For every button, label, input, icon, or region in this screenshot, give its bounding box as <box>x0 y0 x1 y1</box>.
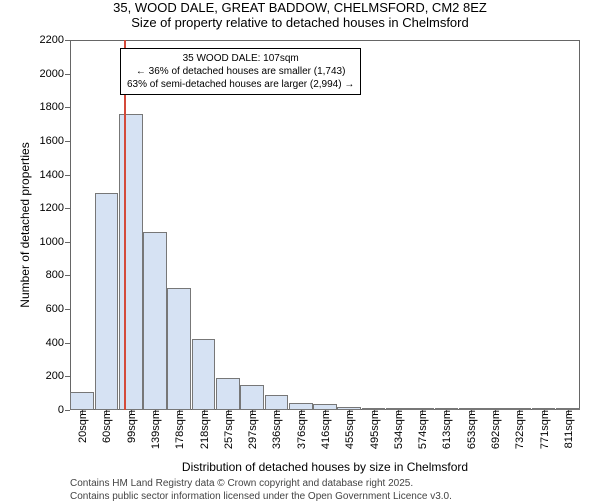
histogram-bar <box>289 403 313 410</box>
footer-line1: Contains HM Land Registry data © Crown c… <box>70 478 452 491</box>
x-tick-label: 455sqm <box>342 410 356 449</box>
x-tick-label: 732sqm <box>512 410 526 449</box>
annotation-line3: 63% of semi-detached houses are larger (… <box>127 78 354 91</box>
x-tick-label: 653sqm <box>464 410 478 449</box>
y-tick-label: 1000 <box>40 236 70 248</box>
y-tick-label: 1200 <box>40 202 70 214</box>
x-tick-label: 416sqm <box>318 410 332 449</box>
y-tick-label: 2000 <box>40 68 70 80</box>
x-tick-label: 692sqm <box>488 410 502 449</box>
annotation-box: 35 WOOD DALE: 107sqm← 36% of detached ho… <box>120 48 361 95</box>
x-tick-label: 534sqm <box>391 410 405 449</box>
chart-title-line2: Size of property relative to detached ho… <box>0 15 600 30</box>
y-tick-label: 0 <box>58 404 70 416</box>
x-tick-label: 139sqm <box>148 410 162 449</box>
x-tick-label: 218sqm <box>197 410 211 449</box>
histogram-bar <box>95 193 119 410</box>
histogram-bar <box>216 378 240 410</box>
x-tick-label: 20sqm <box>75 410 89 443</box>
x-tick-label: 60sqm <box>99 410 113 443</box>
x-tick-label: 178sqm <box>172 410 186 449</box>
x-tick-label: 376sqm <box>294 410 308 449</box>
x-tick-label: 99sqm <box>124 410 138 443</box>
x-tick-label: 771sqm <box>537 410 551 449</box>
histogram-bar <box>119 114 143 410</box>
histogram-bar <box>70 392 94 411</box>
annotation-line1: 35 WOOD DALE: 107sqm <box>127 52 354 65</box>
y-tick-label: 1400 <box>40 169 70 181</box>
chart-title-line1: 35, WOOD DALE, GREAT BADDOW, CHELMSFORD,… <box>0 0 600 15</box>
chart-container: 35, WOOD DALE, GREAT BADDOW, CHELMSFORD,… <box>0 0 600 500</box>
x-tick-label: 336sqm <box>269 410 283 449</box>
x-tick-label: 613sqm <box>439 410 453 449</box>
x-tick-label: 495sqm <box>367 410 381 449</box>
footer-attribution: Contains HM Land Registry data © Crown c… <box>70 478 452 503</box>
histogram-bar <box>240 385 264 410</box>
plot-area: 0200400600800100012001400160018002000220… <box>70 40 580 410</box>
x-tick-label: 257sqm <box>221 410 235 449</box>
x-axis-label: Distribution of detached houses by size … <box>70 460 580 474</box>
histogram-bar <box>192 339 216 410</box>
x-tick-label: 574sqm <box>415 410 429 449</box>
y-axis-label: Number of detached properties <box>18 40 32 410</box>
y-tick-label: 2200 <box>40 34 70 46</box>
annotation-line2: ← 36% of detached houses are smaller (1,… <box>127 65 354 78</box>
x-tick-label: 297sqm <box>245 410 259 449</box>
histogram-bar <box>265 395 289 410</box>
x-tick-label: 811sqm <box>561 410 575 448</box>
y-tick-label: 600 <box>46 303 70 315</box>
histogram-bar <box>143 232 167 410</box>
y-tick-label: 400 <box>46 337 70 349</box>
y-tick-label: 1800 <box>40 101 70 113</box>
y-tick-label: 800 <box>46 269 70 281</box>
property-marker-line <box>124 40 126 410</box>
footer-line2: Contains public sector information licen… <box>70 491 452 503</box>
histogram-bar <box>167 288 191 410</box>
y-tick-label: 200 <box>46 370 70 382</box>
y-tick-label: 1600 <box>40 135 70 147</box>
